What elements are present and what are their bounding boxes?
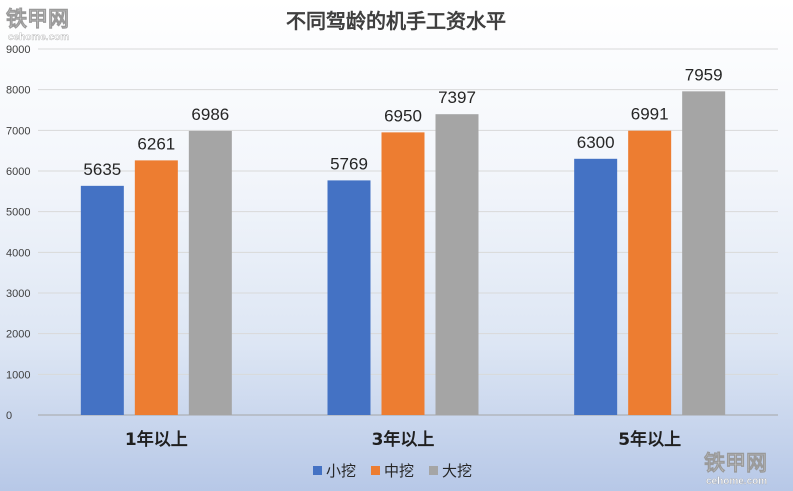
y-tick-label-7000: 7000 [6,125,30,137]
bar-大挖-3年以上 [435,114,479,416]
y-tick-label-3000: 3000 [6,288,30,300]
data-label-大挖-1年以上: 6986 [191,105,229,124]
watermark-top-left-line2: cehome.com [8,32,69,43]
bar-中挖-5年以上 [628,130,672,415]
chart-title: 不同驾龄的机手工资水平 [286,9,506,33]
bar-小挖-1年以上 [80,185,124,415]
data-label-大挖-5年以上: 7959 [685,65,723,84]
y-tick-label-1000: 1000 [6,369,30,381]
y-tick-label-0: 0 [6,410,12,422]
legend-label-中挖: 中挖 [384,462,414,480]
y-tick-label-6000: 6000 [6,166,30,178]
legend-swatch-小挖 [313,466,322,475]
bar-layer [80,91,726,416]
x-tick-label-5年以上: 5年以上 [618,429,681,450]
y-tick-label-4000: 4000 [6,247,30,259]
legend-swatch-大挖 [429,466,438,475]
x-axis-tick-labels: 1年以上 3年以上 5年以上 [125,429,681,450]
watermark-bottom-right-line2: cehome.com [706,476,767,487]
legend-label-小挖: 小挖 [326,462,356,480]
data-label-中挖-3年以上: 6950 [384,106,422,125]
data-label-小挖-5年以上: 6300 [577,133,615,152]
data-label-小挖-1年以上: 5635 [83,160,121,179]
data-label-中挖-1年以上: 6261 [137,134,175,153]
legend-label-大挖: 大挖 [442,462,472,480]
bar-大挖-1年以上 [188,130,232,416]
y-axis-tick-labels: 0 1000 2000 3000 4000 5000 6000 7000 8000 9000 [6,44,30,422]
data-label-中挖-5年以上: 6991 [631,105,669,124]
bar-大挖-5年以上 [682,91,726,416]
bar-小挖-3年以上 [327,180,371,415]
y-tick-label-9000: 9000 [6,44,30,56]
data-label-小挖-3年以上: 5769 [330,154,368,173]
bar-中挖-1年以上 [134,160,178,415]
y-tick-label-8000: 8000 [6,85,30,97]
legend: 小挖 中挖 大挖 [313,462,472,480]
watermark-top-left: 铁甲网 cehome.com [6,7,70,43]
bar-中挖-3年以上 [381,132,425,415]
data-label-大挖-3年以上: 7397 [438,88,476,107]
x-tick-label-3年以上: 3年以上 [372,429,435,450]
watermark-bottom-right-line1: 铁甲网 [704,451,767,475]
bar-小挖-5年以上 [574,158,618,416]
watermark-bottom-right: 铁甲网 cehome.com [704,451,768,487]
y-tick-label-2000: 2000 [6,329,30,341]
y-tick-label-5000: 5000 [6,207,30,219]
data-label-layer: 5635 6261 6986 5769 6950 7397 6300 6991 7959 [83,65,722,179]
legend-swatch-中挖 [371,466,380,475]
watermark-top-left-line1: 铁甲网 [6,7,69,31]
x-tick-label-1年以上: 1年以上 [125,429,188,450]
